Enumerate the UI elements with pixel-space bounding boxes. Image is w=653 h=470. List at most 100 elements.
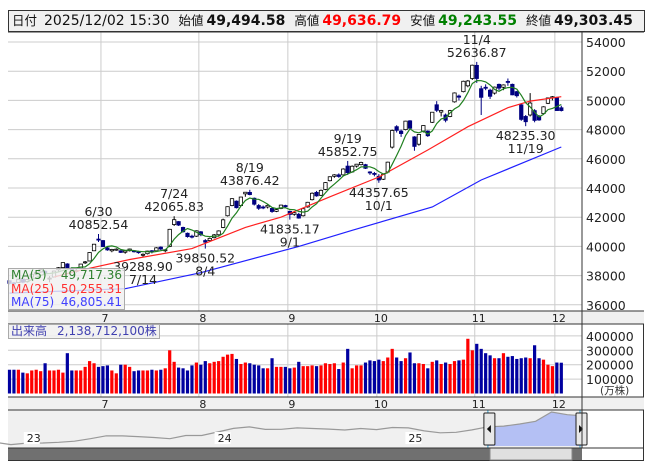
volume-bar <box>92 363 96 394</box>
volume-bar <box>524 357 528 394</box>
volume-bar <box>386 357 390 394</box>
candle <box>398 130 404 134</box>
candle <box>207 237 212 241</box>
month-tick-label: 9 <box>288 312 295 325</box>
candle <box>505 81 511 83</box>
annotation-value: 39288.90 <box>113 259 173 274</box>
candle <box>554 97 559 111</box>
candle <box>403 120 408 130</box>
candle <box>496 83 502 89</box>
date-label: 日付 <box>12 13 38 28</box>
volume-bar <box>314 366 319 394</box>
volume-bar <box>7 369 12 394</box>
month-tick-label: 12 <box>552 312 566 325</box>
candle <box>421 125 426 132</box>
volume-bar <box>519 358 523 394</box>
volume-bar <box>484 353 488 394</box>
volume-month-tick-label: 7 <box>101 398 108 411</box>
ma25-value: 50,255.31 <box>60 281 122 296</box>
candle <box>309 192 315 201</box>
volume-bar <box>194 362 198 394</box>
volume-value: 2,138,712,100株 <box>57 324 157 338</box>
volume-bar <box>88 361 92 394</box>
price-tick-label: 36000 <box>586 298 626 313</box>
volume-bar <box>221 356 225 394</box>
candle <box>545 97 551 104</box>
candle <box>176 221 181 226</box>
volume-bar <box>177 367 181 394</box>
volume-bar <box>301 366 305 394</box>
annotation-date: 10/1 <box>365 198 393 213</box>
annotation-date: 11/4 <box>463 32 491 47</box>
candle <box>434 104 439 111</box>
volume-bar <box>172 361 176 394</box>
volume-bar <box>421 363 425 394</box>
price-tick-label: 42000 <box>586 210 626 225</box>
candle <box>225 206 230 217</box>
volume-bar <box>319 365 323 394</box>
volume-bar <box>537 358 541 394</box>
volume-bar <box>346 348 350 394</box>
candle <box>514 91 519 97</box>
annotation-value: 45852.75 <box>318 144 378 159</box>
annotation-date: 9/19 <box>334 131 362 146</box>
close-value: 49,303.45 <box>553 13 633 29</box>
volume-bar <box>403 358 408 394</box>
volume-bar <box>61 372 65 394</box>
candle <box>412 136 417 147</box>
scrollbar-thumb[interactable] <box>489 447 573 461</box>
annotation-value: 42065.83 <box>144 199 204 214</box>
ma25-line <box>53 96 562 278</box>
volume-bar <box>21 372 25 394</box>
volume-bar <box>212 361 216 394</box>
price-tick-label: 44000 <box>586 181 626 196</box>
volume-bar <box>399 361 403 394</box>
volume-legend: 出来高 2,138,712,100株 <box>8 324 160 339</box>
candle <box>154 247 159 252</box>
candle <box>314 191 319 197</box>
price-tick-label: 40000 <box>586 239 626 254</box>
candle <box>439 110 444 113</box>
candle <box>256 205 261 209</box>
candle <box>318 189 324 196</box>
volume-bar <box>559 362 563 394</box>
navigator-selection <box>487 412 584 446</box>
candle <box>430 111 435 123</box>
volume-bar <box>114 373 118 394</box>
volume-bar <box>533 345 537 394</box>
ohlc-header: 日付 2025/12/02 15:30 始値 49,494.58 高値 49,636… <box>8 10 645 32</box>
volume-bar <box>225 354 230 394</box>
volume-bar <box>168 350 172 394</box>
month-tick-label: 10 <box>374 312 388 325</box>
navigator-left-handle[interactable] <box>483 412 496 446</box>
volume-bar <box>310 365 314 394</box>
candle <box>216 230 221 236</box>
volume-bar <box>248 363 252 394</box>
volume-bar <box>381 361 385 394</box>
volume-bar <box>74 370 78 394</box>
volume-bar <box>56 369 61 394</box>
volume-bar <box>239 363 243 394</box>
annotation-date: 11/19 <box>508 141 544 156</box>
annotation-value: 39850.52 <box>175 251 235 266</box>
candle <box>123 250 128 253</box>
candle <box>283 205 288 208</box>
candle <box>336 174 341 177</box>
volume-bar <box>430 361 434 394</box>
open-value: 49,494.58 <box>206 13 286 29</box>
volume-bar <box>332 363 336 394</box>
volume-unit-label: (万株) <box>600 384 629 397</box>
volume-bar <box>306 366 310 394</box>
volume-bar <box>25 373 29 394</box>
volume-bar <box>217 361 221 394</box>
candle <box>229 198 235 206</box>
volume-bar <box>528 358 532 394</box>
volume-bar <box>154 370 158 394</box>
candle <box>114 248 119 251</box>
annotation-value: 44357.65 <box>349 185 409 200</box>
volume-bar <box>337 369 341 394</box>
navigator-year-label: 23 <box>27 432 41 445</box>
annotation-value: 52636.87 <box>447 45 507 60</box>
volume-bar <box>417 363 421 394</box>
